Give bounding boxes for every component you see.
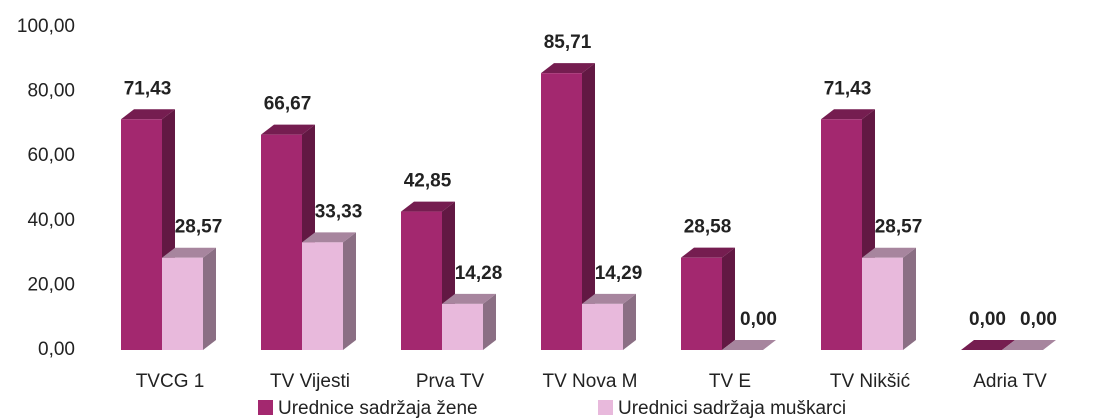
- bar-top: [821, 109, 875, 120]
- bar-side: [343, 232, 356, 350]
- value-label: 0,00: [740, 309, 777, 330]
- bar-top: [541, 63, 595, 74]
- bar-side: [582, 63, 595, 350]
- bar-top: [162, 247, 216, 258]
- bar: [401, 211, 442, 350]
- x-tick-label: TVCG 1: [136, 371, 205, 392]
- bar: [541, 73, 582, 350]
- value-label: 28,58: [684, 217, 732, 238]
- bar-side: [722, 247, 735, 350]
- value-label: 71,43: [124, 78, 172, 99]
- bar-top: [302, 232, 356, 243]
- bar: [121, 119, 162, 350]
- bar: [862, 257, 903, 350]
- bar-top: [722, 340, 776, 350]
- bar-top: [121, 109, 175, 120]
- x-tick-label: TV Nikšić: [830, 371, 910, 392]
- value-label: 14,29: [595, 263, 643, 284]
- value-label: 0,00: [969, 309, 1006, 330]
- x-tick-label: TV Vijesti: [270, 371, 350, 392]
- y-tick-label: 100,00: [17, 16, 75, 37]
- y-tick-label: 60,00: [27, 145, 75, 166]
- bar: [302, 242, 343, 350]
- x-tick-label: TV Nova M: [542, 371, 637, 392]
- value-label: 14,28: [455, 263, 503, 284]
- x-tick-label: Prva TV: [416, 371, 485, 392]
- value-label: 0,00: [1020, 309, 1057, 330]
- legend-label: Urednice sadržaja žene: [278, 398, 478, 419]
- bar-top: [1002, 340, 1056, 350]
- bar-top: [862, 247, 916, 258]
- bar-top: [961, 340, 1015, 350]
- bar: [821, 119, 862, 350]
- value-label: 28,57: [175, 217, 223, 238]
- bar-top: [261, 124, 315, 135]
- bar: [261, 134, 302, 350]
- value-label: 33,33: [315, 201, 363, 222]
- y-tick-label: 40,00: [27, 210, 75, 231]
- value-label: 28,57: [875, 217, 923, 238]
- bar-side: [903, 247, 916, 350]
- bar: [582, 303, 623, 350]
- bar: [442, 303, 483, 350]
- value-label: 71,43: [824, 78, 872, 99]
- y-tick-label: 80,00: [27, 81, 75, 102]
- value-label: 42,85: [404, 171, 452, 192]
- legend-swatch: [598, 400, 613, 415]
- value-label: 66,67: [264, 94, 312, 115]
- bar-side: [203, 247, 216, 350]
- legend-label: Urednici sadržaja muškarci: [618, 398, 846, 419]
- bar-side: [623, 293, 636, 350]
- bar: [162, 257, 203, 350]
- legend-swatch: [258, 400, 273, 415]
- bar-top: [442, 293, 496, 304]
- x-tick-label: TV E: [709, 371, 751, 392]
- x-tick-label: Adria TV: [973, 371, 1047, 392]
- bar-top: [401, 201, 455, 212]
- bar-side: [483, 293, 496, 350]
- y-tick-label: 0,00: [38, 339, 75, 360]
- bar-top: [582, 293, 636, 304]
- bar: [681, 257, 722, 350]
- bar-top: [681, 247, 735, 258]
- value-label: 85,71: [544, 32, 592, 53]
- y-tick-label: 20,00: [27, 274, 75, 295]
